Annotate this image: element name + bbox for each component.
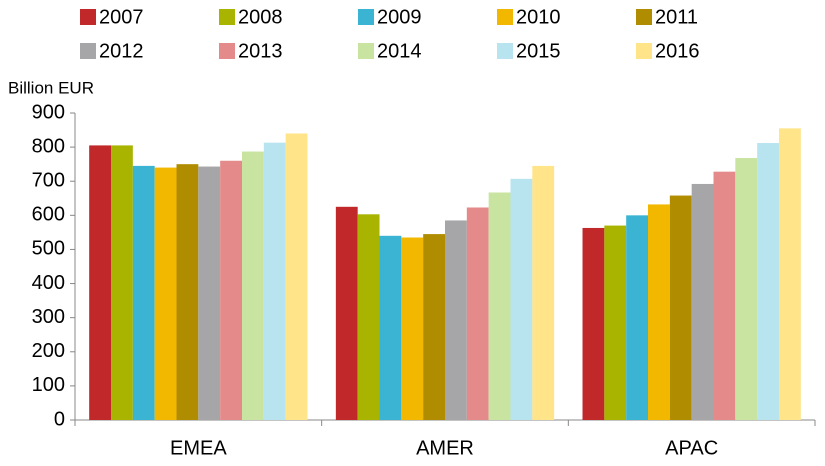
bar xyxy=(532,165,555,420)
bar xyxy=(357,214,380,420)
bar xyxy=(379,235,402,420)
bar xyxy=(401,237,424,420)
y-tick-label: 500 xyxy=(32,238,65,260)
y-tick-label: 600 xyxy=(32,204,65,226)
legend-swatch xyxy=(636,43,652,59)
bar xyxy=(241,151,264,420)
bar xyxy=(604,225,627,420)
legend-label: 2015 xyxy=(516,40,561,62)
legend-label: 2011 xyxy=(655,6,698,28)
legend-swatch xyxy=(497,9,513,25)
bar xyxy=(778,128,801,420)
bar xyxy=(220,160,242,420)
bar xyxy=(648,204,670,420)
bar xyxy=(626,215,649,420)
legend-label: 2016 xyxy=(655,40,700,62)
y-tick-label: 900 xyxy=(32,101,65,123)
bar xyxy=(488,192,511,420)
bar xyxy=(713,171,736,420)
legend-swatch xyxy=(80,43,96,59)
legend-label: 2012 xyxy=(99,40,144,62)
bar xyxy=(691,183,714,420)
x-tick-label: AMER xyxy=(416,437,474,459)
bar xyxy=(510,178,533,420)
legend-swatch xyxy=(219,9,235,25)
bar xyxy=(198,166,221,420)
bar xyxy=(466,207,489,420)
x-tick-label: APAC xyxy=(665,437,718,459)
y-tick-label: 400 xyxy=(32,272,65,294)
bar xyxy=(111,145,133,420)
bar xyxy=(582,227,605,420)
legend-label: 2010 xyxy=(516,6,561,28)
y-tick-label: 300 xyxy=(32,306,65,328)
bar xyxy=(757,143,779,421)
legend-label: 2014 xyxy=(377,40,422,62)
bar xyxy=(89,145,112,420)
legend-label: 2008 xyxy=(238,6,283,28)
bar xyxy=(176,164,199,420)
x-tick-label: EMEA xyxy=(170,437,227,459)
legend-swatch xyxy=(497,43,513,59)
bar xyxy=(735,158,758,420)
legend-swatch xyxy=(358,43,374,59)
y-tick-label: 100 xyxy=(32,374,65,396)
bar xyxy=(285,133,308,420)
y-tick-label: 700 xyxy=(32,170,65,192)
bar xyxy=(154,167,177,420)
bar xyxy=(263,142,286,420)
bar xyxy=(335,206,358,420)
legend-swatch xyxy=(219,43,235,59)
y-tick-label: 800 xyxy=(32,135,65,157)
y-tick-label: 0 xyxy=(54,408,65,430)
bar xyxy=(423,234,445,420)
bar xyxy=(445,220,467,420)
bar xyxy=(132,165,155,420)
legend-swatch xyxy=(636,9,652,25)
legend-label: 2007 xyxy=(99,6,144,28)
legend-label: 2013 xyxy=(238,40,283,62)
legend-swatch xyxy=(358,9,374,25)
legend-label: 2009 xyxy=(377,6,422,28)
legend-swatch xyxy=(80,9,96,25)
bar xyxy=(669,195,692,420)
y-axis-title: Billion EUR xyxy=(8,78,94,97)
y-tick-label: 200 xyxy=(32,340,65,362)
